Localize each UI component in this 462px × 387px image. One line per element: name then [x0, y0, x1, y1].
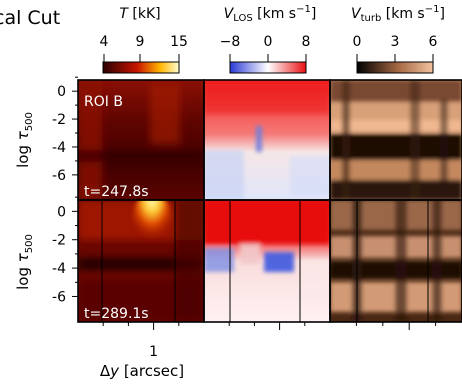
x-axis-label: Δy [arcsec] — [100, 362, 184, 380]
colorbar-gradient-vturb — [356, 61, 434, 74]
y-tick-label: -2 — [52, 233, 66, 249]
x-tick-label: 1 — [149, 344, 158, 360]
y-tick-label: -6 — [52, 289, 66, 305]
panel-temperature-bottom — [78, 200, 204, 322]
y-tick-label: -4 — [52, 261, 66, 277]
y-axis-ticks: -6 -4 -2 0 -6 -4 -2 0 — [52, 76, 78, 305]
colorbar-gradient-vlos — [229, 61, 307, 74]
colorbar-tick: 0 — [264, 34, 273, 50]
colorbar-title-vlos: VLOS [km s−1] — [224, 4, 317, 24]
svg-text:log τ500: log τ500 — [14, 112, 35, 168]
panel-vturb-bottom — [330, 200, 462, 322]
colorbar-title-temperature: T [kK] — [119, 6, 160, 22]
colorbar-vturb: Vturb [km s−1] 0 3 6 — [351, 4, 445, 74]
panel-vlos-bottom — [204, 200, 330, 322]
svg-text:log τ500: log τ500 — [14, 234, 35, 290]
colorbar-tick: 3 — [391, 34, 400, 50]
panel-vlos-top — [204, 80, 330, 200]
colorbar-tick: 9 — [136, 34, 145, 50]
panel-vturb-top — [330, 80, 462, 200]
colorbar-title-vturb: Vturb [km s−1] — [351, 4, 445, 24]
y-tick-label: 0 — [57, 204, 66, 220]
page-title: cal Cut — [0, 7, 60, 29]
y-tick-label: 0 — [57, 84, 66, 100]
colorbar-tick: −8 — [220, 34, 241, 50]
y-tick-label: -4 — [52, 140, 66, 156]
panel-frame — [329, 199, 462, 323]
x-axis-ticks: 1 — [102, 322, 437, 360]
time-label: t=247.8s — [84, 184, 149, 200]
roi-label: ROI B — [84, 94, 123, 110]
colorbar-tick: 6 — [429, 34, 438, 50]
colorbar-tick: 8 — [302, 34, 311, 50]
colorbar-tick: 0 — [353, 34, 362, 50]
time-label: t=289.1s — [84, 306, 149, 322]
colorbar-tick: 15 — [170, 34, 188, 50]
y-axis-label-top: log τ500 — [14, 112, 35, 168]
colorbar-vlos: VLOS [km s−1] −8 0 8 — [220, 4, 317, 74]
y-tick-label: -6 — [52, 168, 66, 184]
y-tick-label: -2 — [52, 112, 66, 128]
panel-temperature-top — [78, 80, 204, 200]
colorbar-tick: 4 — [100, 34, 109, 50]
colorbar-gradient-temperature — [102, 61, 180, 74]
y-axis-label-bottom: log τ500 — [14, 234, 35, 290]
colorbar-temperature: T [kK] 4 9 15 — [100, 6, 188, 74]
